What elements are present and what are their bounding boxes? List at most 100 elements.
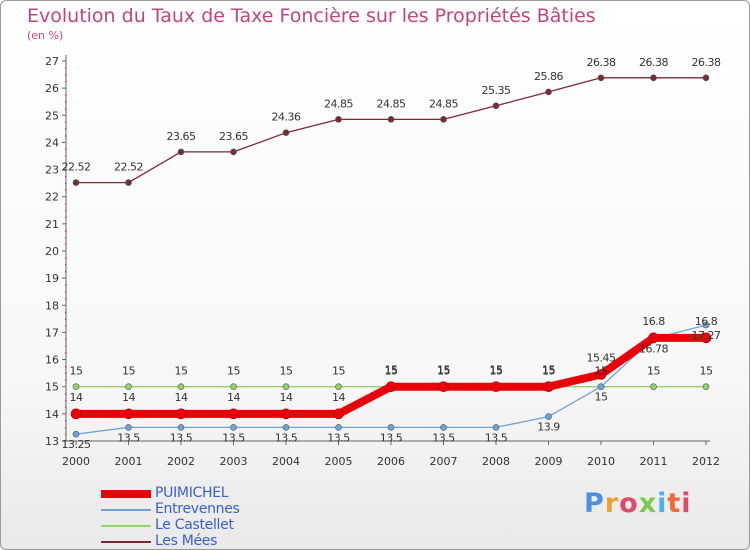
y-minor-tick (65, 148, 67, 151)
data-label-puimichel: 14 (70, 391, 83, 404)
data-label-entrevennes: 13.5 (222, 431, 245, 444)
data-label-puimichel: 14 (280, 391, 293, 404)
y-minor-tick (65, 399, 67, 402)
data-label-entrevennes: 17.27 (692, 329, 721, 342)
y-tick-label: 27 (45, 55, 59, 68)
x-tick-label: 2005 (325, 455, 353, 468)
y-minor-tick (65, 94, 67, 96)
y-tick-label: 20 (45, 245, 59, 258)
data-label-les-mees: 26.38 (639, 56, 668, 69)
y-minor-tick (65, 264, 67, 266)
y-tick-label: 13 (45, 435, 59, 448)
data-label-puimichel: 14 (227, 391, 240, 404)
data-label-le-castellet: 15 (70, 365, 83, 378)
y-minor-tick (65, 284, 67, 286)
data-label-les-mees: 26.38 (587, 56, 616, 69)
data-point-le-castellet (335, 383, 342, 391)
y-minor-tick (65, 426, 67, 429)
x-tick-label: 2000 (62, 455, 90, 468)
brand-logo: Proxiti (584, 488, 692, 519)
y-minor-tick (65, 345, 67, 347)
data-label-puimichel: 15.45 (587, 352, 616, 365)
y-tick-label: 15 (45, 381, 59, 394)
data-label-les-mees: 23.65 (167, 130, 196, 143)
y-minor-tick (65, 101, 67, 103)
data-point-les-mees (125, 179, 132, 186)
x-tick-label: 2002 (167, 455, 195, 468)
y-minor-tick (65, 257, 67, 259)
data-label-puimichel: 15 (385, 364, 398, 377)
data-point-puimichel (280, 408, 292, 420)
y-minor-tick (65, 175, 67, 178)
y-minor-tick (65, 74, 67, 76)
unit-label: (en %) (27, 29, 64, 42)
x-tick-label: 2004 (272, 455, 300, 468)
data-point-les-mees (597, 74, 605, 82)
y-minor-tick (65, 311, 67, 314)
y-tick-label: 24 (45, 136, 59, 149)
data-point-le-castellet (650, 383, 657, 391)
data-point-les-mees (650, 74, 657, 82)
x-tick-label: 2007 (430, 455, 458, 468)
data-point-entrevennes (230, 424, 237, 431)
data-point-puimichel (333, 408, 344, 420)
data-label-puimichel: 14 (332, 391, 345, 404)
y-minor-tick (65, 433, 67, 436)
data-point-le-castellet (177, 383, 185, 391)
y-minor-tick (65, 318, 67, 320)
y-minor-tick (65, 203, 67, 205)
data-label-le-castellet: 15 (332, 365, 345, 378)
y-minor-tick (65, 372, 67, 375)
brand-letter: t (667, 488, 682, 519)
y-minor-tick (65, 236, 67, 239)
data-point-entrevennes (387, 424, 395, 431)
data-point-les-mees (177, 148, 185, 156)
x-tick-label: 2001 (115, 455, 143, 468)
data-point-les-mees (282, 129, 290, 136)
brand-letter: r (604, 488, 620, 519)
data-point-entrevennes (125, 424, 132, 431)
y-minor-tick (65, 298, 67, 300)
y-minor-tick (65, 393, 67, 395)
y-minor-tick (65, 291, 67, 293)
data-label-le-castellet: 15 (490, 365, 503, 378)
data-label-les-mees: 24.85 (429, 97, 458, 110)
data-label-puimichel: 14 (175, 391, 188, 404)
x-tick-label: 2003 (220, 455, 248, 468)
data-label-entrevennes: 13.5 (327, 431, 350, 444)
y-minor-tick (65, 108, 67, 110)
data-point-entrevennes (545, 413, 552, 420)
data-point-les-mees (72, 179, 80, 186)
data-label-puimichel: 16.8 (695, 315, 718, 328)
y-minor-tick (65, 135, 67, 137)
legend-swatch (101, 525, 151, 527)
data-point-les-mees (492, 102, 500, 110)
y-minor-tick (65, 162, 67, 164)
data-label-puimichel: 15 (437, 364, 450, 377)
data-label-les-mees: 25.35 (482, 84, 511, 97)
data-point-entrevennes (702, 321, 710, 329)
data-point-le-castellet (230, 383, 237, 391)
y-minor-tick (65, 325, 67, 327)
data-label-le-castellet: 15 (595, 365, 608, 378)
data-label-le-castellet: 15 (437, 365, 450, 378)
data-label-le-castellet: 15 (542, 365, 555, 378)
y-minor-tick (65, 420, 67, 422)
y-minor-tick (65, 243, 67, 246)
data-label-entrevennes: 16.78 (639, 342, 668, 355)
y-minor-tick (65, 128, 67, 130)
legend-item-entrevennes: Entrevennes (101, 501, 301, 519)
data-label-le-castellet: 15 (280, 365, 293, 378)
data-label-le-castellet: 15 (122, 365, 135, 378)
y-minor-tick (65, 209, 67, 212)
data-point-entrevennes (335, 424, 342, 431)
data-label-les-mees: 26.38 (692, 56, 721, 69)
y-tick-label: 19 (45, 272, 59, 285)
y-tick-label: 18 (45, 299, 59, 312)
x-tick-label: 2006 (377, 455, 405, 468)
x-tick-label: 2011 (640, 455, 668, 468)
data-point-puimichel (595, 369, 607, 380)
x-tick-label: 2012 (692, 455, 720, 468)
data-label-les-mees: 24.36 (272, 111, 301, 124)
data-label-les-mees: 24.85 (324, 97, 353, 110)
